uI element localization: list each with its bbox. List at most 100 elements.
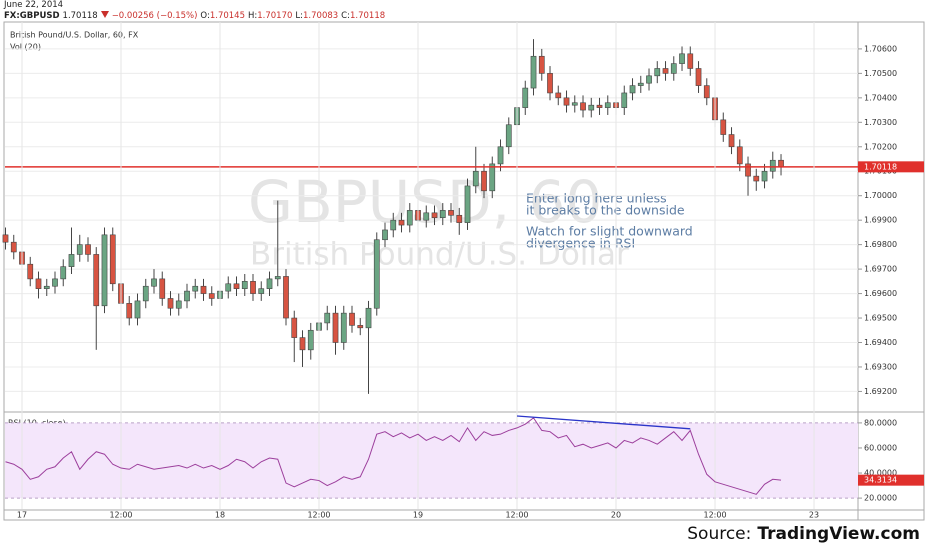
y-tick-label: 1.69300 <box>864 362 897 371</box>
candle-body <box>505 124 512 148</box>
candle-body <box>497 146 504 165</box>
candle-body <box>555 92 562 99</box>
annotation: Watch for slight downward <box>526 224 693 239</box>
candle-body <box>233 283 240 289</box>
candle-body <box>637 82 644 86</box>
candle-body <box>720 119 727 135</box>
y-tick-label: 1.70200 <box>864 142 897 151</box>
last-value-box <box>858 474 924 486</box>
symbol-header: FX:GBPUSD 1.70118 −0.00256 (−0.15%) O:1.701… <box>4 11 391 21</box>
source-site: TradingView.com <box>757 524 920 544</box>
last-value-label: 1.70118 <box>864 162 897 171</box>
candle-body <box>85 244 91 255</box>
candle-body <box>538 55 545 74</box>
candle-body <box>703 85 710 99</box>
candle-body <box>761 170 768 182</box>
candle-body <box>604 102 611 108</box>
y-tick-label: 40.0000 <box>864 469 897 478</box>
y-tick-label: 1.70500 <box>864 69 897 78</box>
candle-body <box>530 55 537 89</box>
y-tick-label: 1.70400 <box>864 93 897 102</box>
candle-body <box>93 254 100 307</box>
x-tick-label: 12:00 <box>109 511 132 520</box>
candle-body <box>274 276 281 280</box>
trend-line <box>516 415 691 430</box>
candle-body <box>431 212 438 219</box>
candle-body <box>596 104 603 108</box>
source: Source: TradingView.com <box>687 524 920 544</box>
candle-body <box>52 278 58 287</box>
candle-body <box>464 185 471 223</box>
candle-body <box>283 276 289 319</box>
y-tick-label: 60.0000 <box>864 443 897 452</box>
candle-body <box>621 92 628 108</box>
candle-body <box>324 312 331 324</box>
candle-body <box>571 102 578 106</box>
y-tick-label: 20.0000 <box>864 494 897 503</box>
rsi-line <box>5 417 782 495</box>
y-tick-label: 1.69700 <box>864 265 897 274</box>
candle-body <box>406 210 413 226</box>
watermark-name: British Pound/U.S. Dollar <box>250 237 629 273</box>
candle-body <box>662 68 669 74</box>
candle-body <box>340 312 347 343</box>
candle-body <box>365 307 372 329</box>
candle-body <box>489 163 496 192</box>
candle-body <box>679 53 685 64</box>
candle-body <box>563 97 570 106</box>
candle-body <box>291 317 298 338</box>
candle-body <box>448 210 454 216</box>
candle-body <box>728 134 735 148</box>
candle-body <box>10 241 17 253</box>
x-tick-label: 12:00 <box>703 511 726 520</box>
candle-body <box>142 285 149 302</box>
candle-body <box>299 337 306 351</box>
candle-body <box>580 102 586 111</box>
x-tick-label: 19 <box>413 511 423 520</box>
candle-body <box>27 263 34 280</box>
down-arrow <box>100 11 109 18</box>
y-tick-label: 1.70000 <box>864 191 897 200</box>
candle-body <box>200 285 207 294</box>
candle-body <box>522 87 529 108</box>
candle-body <box>241 281 248 289</box>
candle-body <box>588 104 595 111</box>
y-tick-label: 1.69900 <box>864 216 897 225</box>
candle-body <box>60 266 67 280</box>
candle-body <box>167 298 174 309</box>
y-tick-label: 1.69400 <box>864 338 897 347</box>
ohlc: O:1.70145 H:1.70170 L:1.70083 C:1.70118 <box>200 11 388 21</box>
candle-body <box>472 170 479 187</box>
candle-body <box>266 278 273 289</box>
candle-body <box>109 234 116 285</box>
candle-body <box>736 146 743 165</box>
y-tick-label: 1.69600 <box>864 289 897 298</box>
date: June 22, 2014 <box>4 0 64 10</box>
candle-body <box>745 163 751 177</box>
ohlc-value: 1.70118 <box>349 11 386 21</box>
y-tick-label: 1.70300 <box>864 118 897 127</box>
y-tick-label: 1.69200 <box>864 387 897 396</box>
candle-body <box>423 212 430 221</box>
candle-body <box>753 175 760 182</box>
candle-body <box>439 210 446 219</box>
candle-body <box>151 278 157 287</box>
x-tick-label: 23 <box>809 511 819 520</box>
source-prefix: Source: <box>687 524 752 544</box>
candle-body <box>126 303 133 319</box>
ohlc-label: L: <box>295 11 304 21</box>
y-tick-label: 1.69500 <box>864 314 897 323</box>
candle-body <box>373 239 380 309</box>
candle-body <box>349 312 355 326</box>
candle-body <box>184 290 190 302</box>
candle-body <box>35 278 42 289</box>
last-value-label: 34.3134 <box>864 476 897 485</box>
candle-body <box>382 229 388 241</box>
candle-body <box>225 283 232 292</box>
candle-body <box>175 300 182 309</box>
candle-body <box>208 293 215 299</box>
candle-body <box>101 234 108 307</box>
ohlc-label: C: <box>341 11 350 21</box>
